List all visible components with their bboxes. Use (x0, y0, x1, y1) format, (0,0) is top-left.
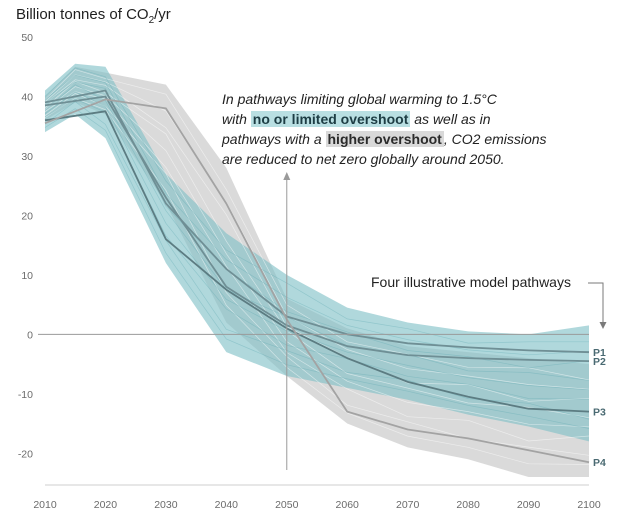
y-tick-label: 50 (21, 32, 33, 44)
x-tick-label: 2010 (33, 499, 57, 511)
series-line-p4 (44, 98, 590, 464)
series-label-p4: P4 (593, 457, 606, 469)
series-line-p3 (44, 110, 590, 413)
chart-title: Billion tonnes of CO2/yr (16, 6, 171, 26)
x-tick-label: 2030 (154, 499, 178, 511)
pathway-annotation: In pathways limiting global warming to 1… (222, 91, 547, 167)
pathways-connector (588, 282, 604, 322)
y-tick-label: 10 (21, 270, 33, 282)
y-tick-label: 30 (21, 151, 33, 163)
marker-arrow (283, 172, 291, 180)
y-tick-label: -20 (18, 448, 33, 460)
x-tick-label: 2080 (456, 499, 480, 511)
series-label-p2: P2 (593, 356, 606, 368)
x-tick-label: 2060 (336, 499, 360, 511)
x-tick-label: 2020 (94, 499, 118, 511)
y-tick-label: 40 (21, 91, 33, 103)
x-tick-label: 2040 (215, 499, 239, 511)
series-label-p3: P3 (593, 407, 606, 419)
y-tick-label: 0 (27, 329, 33, 341)
x-tick-label: 2070 (396, 499, 420, 511)
x-tick-label: 2090 (517, 499, 541, 511)
x-tick-label: 2050 (275, 499, 299, 511)
no-overshoot-highlight: no or limited overshoot (250, 111, 411, 127)
series-line-p2 (44, 95, 590, 362)
higher-overshoot-highlight: higher overshoot (325, 131, 444, 147)
pathways-arrow (599, 322, 607, 329)
series-label-p1: P1 (593, 347, 606, 359)
x-tick-label: 2100 (577, 499, 601, 511)
y-tick-label: -10 (18, 389, 33, 401)
y-tick-label: 20 (21, 210, 33, 222)
pathways-label: Four illustrative model pathways (371, 274, 571, 290)
